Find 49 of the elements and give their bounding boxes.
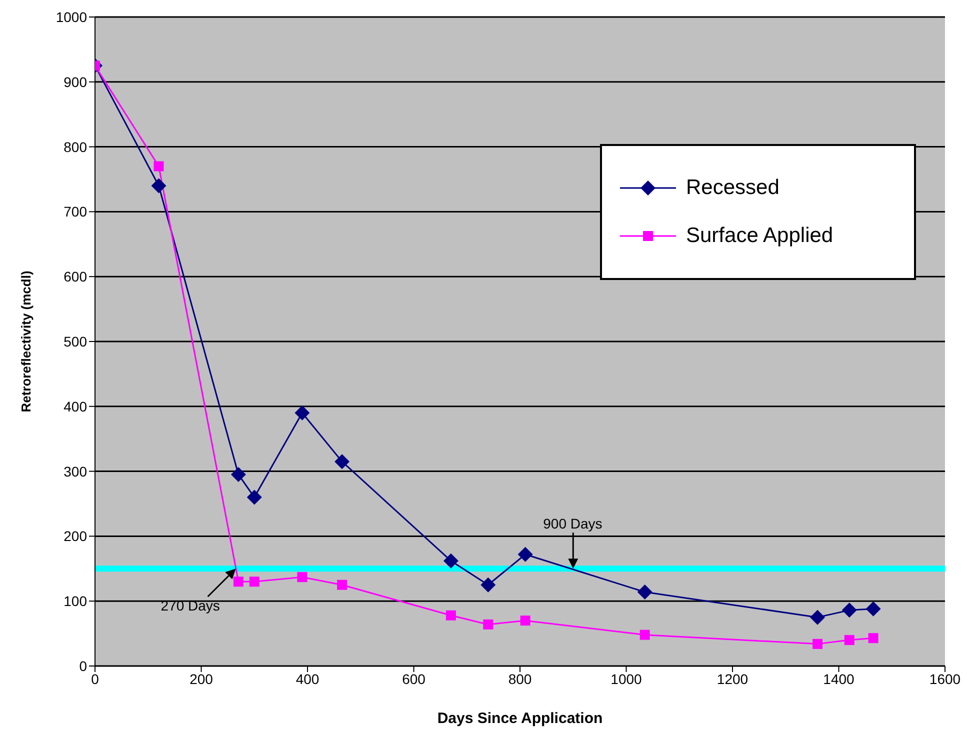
point <box>233 576 244 587</box>
x-tick-label: 400 <box>296 670 320 687</box>
point <box>842 602 857 618</box>
y-axis-title: Retroreflectivity (mcdl) <box>18 270 34 412</box>
point <box>443 553 458 568</box>
y-tick-label: 500 <box>64 333 88 350</box>
y-tick-label: 0 <box>79 658 88 674</box>
legend-label: Surface Applied <box>686 224 834 248</box>
point <box>640 630 650 640</box>
y-tick-label: 300 <box>64 463 88 480</box>
point <box>446 610 456 620</box>
point <box>810 610 825 625</box>
point <box>866 601 881 616</box>
x-axis-title: Days Since Application <box>437 710 603 727</box>
point <box>480 577 496 592</box>
x-tick-label: 1400 <box>823 670 855 687</box>
point <box>812 638 822 649</box>
point <box>483 619 494 630</box>
point <box>297 572 308 582</box>
point <box>637 584 652 600</box>
point <box>520 616 530 626</box>
x-tick-label: 200 <box>190 670 214 687</box>
y-tick-label: 100 <box>64 593 88 610</box>
annotation: 900 Days <box>543 516 602 532</box>
y-tick-label: 900 <box>64 74 88 90</box>
x-tick-label: 0 <box>91 670 100 687</box>
point <box>294 405 310 420</box>
legend-label: Recessed <box>686 176 780 200</box>
point <box>518 546 533 562</box>
point <box>844 635 854 646</box>
point <box>151 178 166 194</box>
point <box>337 580 348 590</box>
point <box>334 454 350 470</box>
y-tick-label: 400 <box>64 398 88 414</box>
y-tick-label: 600 <box>64 268 88 285</box>
point <box>246 490 262 505</box>
x-tick-label: 1600 <box>929 670 961 687</box>
y-tick-label: 700 <box>64 204 88 220</box>
y-tick-label: 200 <box>64 528 88 544</box>
y-tick-label: 800 <box>64 138 88 155</box>
point <box>249 576 260 587</box>
point <box>868 633 878 644</box>
point <box>230 467 246 482</box>
x-tick-label: 1200 <box>716 670 748 687</box>
x-tick-label: 600 <box>402 670 426 687</box>
point <box>154 161 164 172</box>
x-tick-label: 800 <box>508 670 532 687</box>
x-tick-label: 1000 <box>610 670 642 687</box>
y-tick-label: 1000 <box>56 8 88 25</box>
